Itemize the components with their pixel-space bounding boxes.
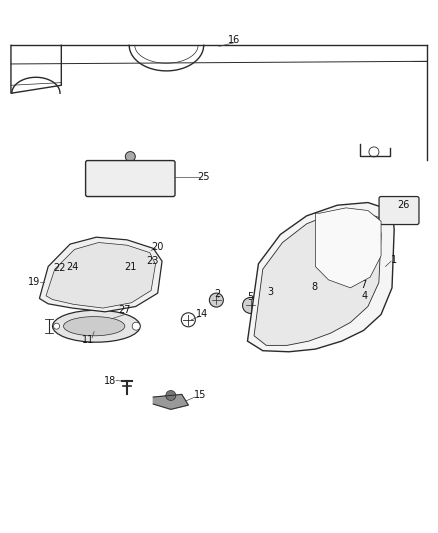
Text: 3: 3: [268, 287, 274, 297]
Text: 19: 19: [28, 278, 40, 287]
Circle shape: [209, 293, 223, 307]
Ellipse shape: [64, 317, 125, 336]
Polygon shape: [247, 203, 394, 352]
Polygon shape: [153, 394, 188, 409]
Circle shape: [140, 257, 158, 276]
Ellipse shape: [53, 310, 140, 342]
Text: 15: 15: [194, 391, 206, 400]
Circle shape: [263, 292, 279, 308]
FancyBboxPatch shape: [379, 197, 419, 224]
Circle shape: [347, 281, 363, 298]
Circle shape: [124, 265, 139, 281]
Bar: [349, 289, 360, 297]
Circle shape: [307, 284, 323, 300]
Text: 24: 24: [66, 262, 78, 271]
Text: 4: 4: [361, 292, 367, 301]
Bar: [310, 292, 321, 299]
Circle shape: [243, 297, 258, 313]
Text: 23: 23: [146, 256, 159, 266]
Text: 11: 11: [81, 335, 94, 345]
Polygon shape: [39, 237, 162, 312]
Text: 22: 22: [53, 263, 65, 272]
Circle shape: [369, 147, 379, 157]
Bar: [143, 266, 155, 274]
Text: 27: 27: [119, 305, 131, 315]
Circle shape: [125, 151, 135, 161]
Circle shape: [53, 323, 60, 329]
Circle shape: [166, 391, 176, 400]
Text: 8: 8: [311, 282, 318, 292]
Polygon shape: [315, 208, 381, 288]
Bar: [349, 297, 360, 304]
Text: 21: 21: [124, 262, 137, 271]
Text: 26: 26: [397, 200, 409, 210]
Polygon shape: [46, 243, 155, 308]
Text: 20: 20: [152, 242, 164, 252]
Text: 7: 7: [360, 280, 367, 290]
Text: 1: 1: [391, 255, 397, 265]
FancyBboxPatch shape: [85, 160, 175, 197]
Circle shape: [57, 265, 71, 279]
Text: 5: 5: [247, 293, 254, 302]
Polygon shape: [254, 211, 381, 345]
Circle shape: [132, 322, 140, 330]
Text: 16: 16: [228, 35, 240, 45]
Text: 14: 14: [196, 310, 208, 319]
Text: 2: 2: [215, 289, 221, 298]
Bar: [59, 272, 68, 278]
Text: 25: 25: [198, 172, 210, 182]
Circle shape: [70, 265, 86, 281]
Circle shape: [347, 289, 363, 305]
Text: 18: 18: [104, 376, 117, 385]
Circle shape: [181, 313, 195, 327]
